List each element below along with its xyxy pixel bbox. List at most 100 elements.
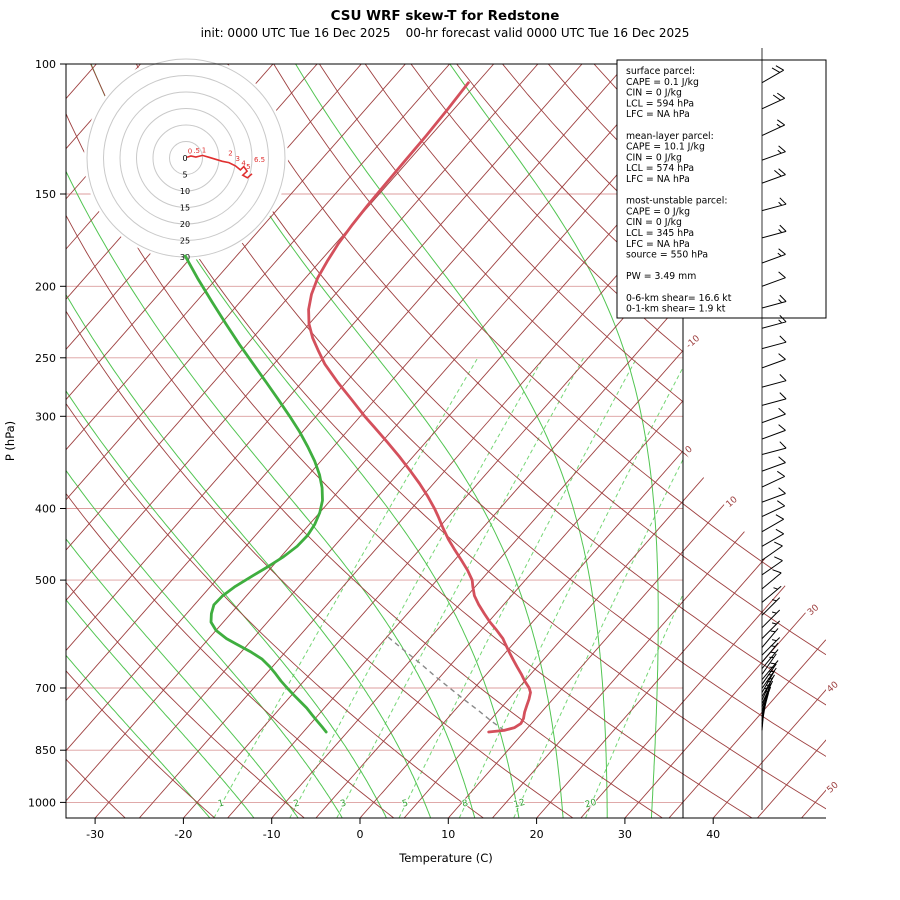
isotherm — [66, 64, 715, 818]
x-tick-label: -30 — [86, 828, 104, 841]
isotherm-label: -10 — [684, 333, 702, 350]
wind-barb — [761, 609, 781, 629]
wind-barb — [761, 660, 779, 680]
wind-barb — [761, 528, 784, 547]
dry-adiabat — [66, 64, 484, 818]
info-box-line: CAPE = 10.1 J/kg — [626, 142, 705, 153]
isotherm — [66, 64, 583, 818]
hodograph-ring-label: 5 — [182, 171, 187, 180]
wind-barb — [761, 683, 772, 708]
info-box-line: LFC = NA hPa — [626, 239, 690, 250]
wind-barb — [761, 248, 786, 264]
y-axis-title: P (hPa) — [3, 421, 17, 461]
wind-barb — [761, 271, 786, 287]
hodograph-ring-label: 10 — [180, 187, 190, 196]
wind-barb — [761, 637, 781, 656]
wind-barb — [761, 653, 777, 675]
hodograph-ring — [169, 141, 203, 175]
wind-barb — [761, 500, 785, 517]
wind-barb — [761, 392, 787, 406]
wind-barb — [761, 424, 786, 440]
moist-adiabat — [449, 64, 659, 818]
moist-adiabat — [295, 64, 608, 818]
isotherm-label: 0 — [684, 444, 695, 455]
y-tick-label: 100 — [35, 58, 56, 71]
mixing-ratio-label: 20 — [584, 798, 598, 811]
wind-barb — [761, 119, 785, 137]
hodograph-ring-label: 25 — [180, 237, 190, 246]
moist-adiabats — [66, 64, 683, 818]
wind-barb — [761, 597, 781, 616]
wind-barb — [761, 145, 786, 161]
hodograph-height-label: 0 — [188, 148, 192, 156]
isotherm — [66, 64, 186, 818]
moist-adiabat — [66, 469, 343, 818]
wind-barb — [761, 374, 787, 388]
info-box-line: CIN = 0 J/kg — [626, 152, 682, 163]
dry-adiabat — [319, 64, 826, 818]
y-tick-label: 400 — [35, 503, 56, 516]
mixing-ratio-line — [513, 458, 683, 818]
dry-adiabat — [66, 64, 216, 818]
wind-barb — [761, 456, 786, 472]
dewpoint-curve — [183, 254, 328, 734]
info-box-line: 0-6-km shear= 16.6 kt — [626, 293, 732, 304]
parcel-info-box-frame — [616, 59, 827, 319]
wind-barb — [761, 569, 782, 590]
mixing-ratio-label: 1 — [217, 798, 225, 809]
info-box-line: source = 550 hPa — [626, 250, 708, 261]
temperature-curve — [307, 81, 532, 734]
info-box-line: 0-1-km shear= 1.9 kt — [626, 304, 726, 315]
dry-adiabat — [273, 64, 826, 818]
isotherm — [712, 64, 826, 818]
x-tick-label: 40 — [706, 828, 720, 841]
wind-barb — [761, 168, 786, 184]
wind-barb — [761, 224, 787, 239]
isotherm — [315, 64, 826, 818]
hodograph-height-label: 6.5 — [254, 156, 265, 164]
hodograph-height-label: 5 — [246, 163, 250, 171]
info-box-line: LFC = NA hPa — [626, 174, 690, 185]
isotherm-label: 10 — [725, 495, 740, 510]
mixing-ratio-label: 12 — [513, 798, 527, 811]
dry-adiabat — [90, 64, 826, 818]
wind-barb — [761, 628, 779, 648]
hodograph-height-label: 4 — [241, 159, 246, 167]
mixing-ratio-line — [289, 357, 544, 818]
wind-barb — [761, 407, 786, 424]
moist-adiabat — [66, 654, 211, 818]
dry-adiabat — [66, 64, 574, 818]
hodograph-height-label: 3 — [236, 155, 240, 163]
wind-barbs — [761, 48, 787, 810]
x-tick-label: 0 — [357, 828, 364, 841]
x-axis-title: Temperature (C) — [398, 851, 493, 865]
dry-adiabat — [66, 64, 753, 818]
moist-adiabat — [66, 390, 387, 818]
y-tick-label: 300 — [35, 410, 56, 423]
wind-barb — [761, 649, 779, 669]
dry-adiabat — [66, 64, 395, 818]
hodograph-ring-label: 0 — [182, 154, 187, 163]
wind-barb — [761, 335, 787, 350]
info-box-line: LCL = 594 hPa — [626, 98, 694, 109]
info-box-line: LFC = NA hPa — [626, 109, 690, 120]
x-tick-label: 30 — [618, 828, 632, 841]
moist-adiabat — [66, 599, 255, 818]
mixing-ratio-line — [213, 357, 479, 818]
moist-adiabat — [66, 538, 299, 818]
hodograph-height-label: .5 — [193, 147, 200, 155]
chart-subtitle: init: 0000 UTC Tue 16 Dec 2025 00-hr for… — [200, 26, 690, 40]
wind-barb — [761, 620, 781, 639]
y-tick-label: 150 — [35, 188, 56, 201]
info-box-line: CIN = 0 J/kg — [626, 88, 682, 99]
isotherm — [66, 64, 406, 818]
mixing-ratio-line — [458, 366, 683, 818]
mixing-ratio-label: 8 — [461, 798, 469, 809]
info-box-line: LCL = 574 hPa — [626, 163, 694, 174]
x-tick-label: -10 — [263, 828, 281, 841]
hodograph-trace — [186, 154, 253, 179]
dry-adiabat — [135, 64, 826, 818]
info-box-line: mean-layer parcel: — [626, 131, 714, 142]
moist-adiabat — [66, 293, 432, 818]
wind-barb — [761, 315, 787, 329]
